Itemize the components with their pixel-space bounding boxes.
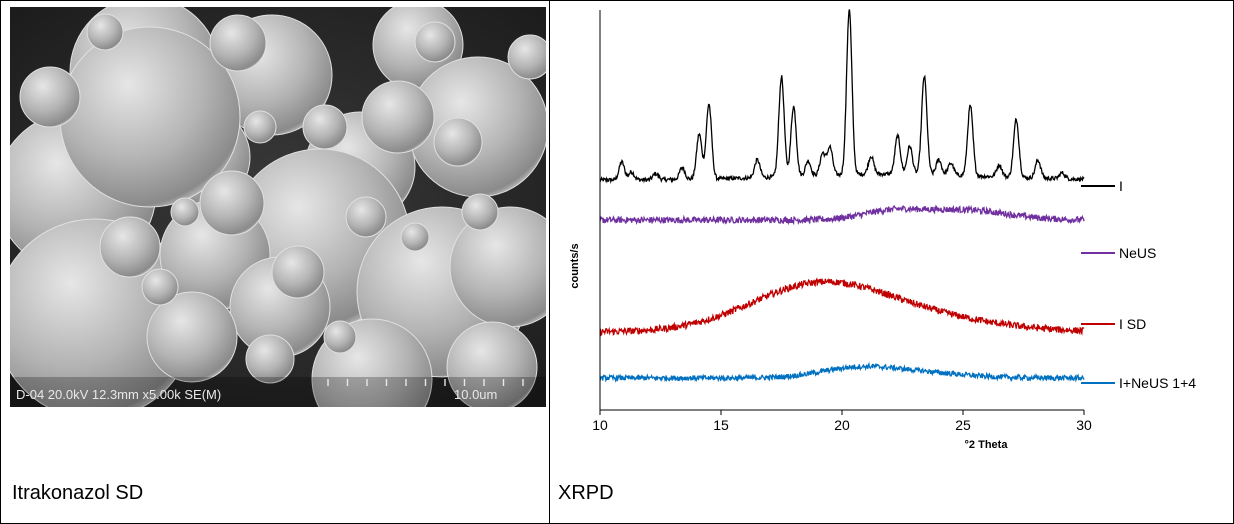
legend-label: NeUS: [1119, 245, 1156, 261]
y-axis-title: counts/s: [569, 243, 581, 288]
sem-scale-label: 10.0um: [454, 387, 497, 402]
sem-particle: [323, 320, 357, 354]
left-caption: Itrakonazol SD: [12, 482, 144, 504]
xrpd-chart: 10 15 20 25 30 °2 Theta counts/s I NeUS I SD I+…: [569, 9, 1196, 451]
sem-info-label: D-04 20.0kV 12.3mm x5.00k SE(M): [16, 387, 221, 402]
table-border-top: [0, 0, 1234, 1]
series-line-3: [599, 277, 1085, 337]
x-tick-label: 20: [834, 417, 850, 433]
series-line-2: [599, 204, 1085, 226]
table-divider: [549, 0, 550, 524]
sem-particle: [209, 14, 267, 72]
sem-particle: [271, 245, 325, 299]
sem-particle: [170, 197, 200, 227]
sem-particle: [414, 21, 456, 63]
sem-particle: [19, 66, 81, 128]
legend: I NeUS I SD I+NeUS 1+4: [1081, 178, 1196, 391]
sem-particle: [199, 170, 265, 236]
sem-micrograph: D-04 20.0kV 12.3mm x5.00k SE(M) 10.0um: [10, 7, 546, 407]
sem-particle: [433, 117, 483, 167]
series-line-1: [599, 9, 1085, 185]
sem-scale-bar: [327, 379, 524, 386]
sem-particle: [302, 104, 348, 150]
sem-particle: [461, 193, 499, 231]
legend-label: I+NeUS 1+4: [1119, 375, 1196, 391]
sem-particle: [507, 34, 546, 80]
table-border-left: [0, 0, 1, 524]
sem-particle: [99, 216, 161, 278]
sem-info-bar: [10, 377, 546, 407]
sem-particle: [345, 196, 387, 238]
sem-particles: [10, 7, 546, 407]
x-axis-ticks: 10 15 20 25 30: [592, 410, 1092, 433]
x-tick-label: 10: [592, 417, 608, 433]
sem-particle: [400, 222, 430, 252]
x-tick-label: 25: [955, 417, 971, 433]
x-axis-title: °2 Theta: [965, 439, 1009, 451]
x-tick-label: 15: [713, 417, 729, 433]
sem-particle: [141, 268, 179, 306]
right-caption: XRPD: [558, 482, 614, 504]
xrpd-plot-area: [599, 9, 1085, 383]
series-line-4: [599, 361, 1085, 383]
sem-particle: [245, 334, 295, 384]
legend-label: I: [1119, 178, 1123, 194]
sem-particle: [86, 13, 124, 51]
sem-particle: [243, 110, 277, 144]
sem-particle: [446, 321, 538, 407]
sem-particle: [146, 291, 238, 383]
x-tick-label: 30: [1076, 417, 1092, 433]
legend-label: I SD: [1119, 316, 1146, 332]
sem-particle: [361, 80, 435, 154]
